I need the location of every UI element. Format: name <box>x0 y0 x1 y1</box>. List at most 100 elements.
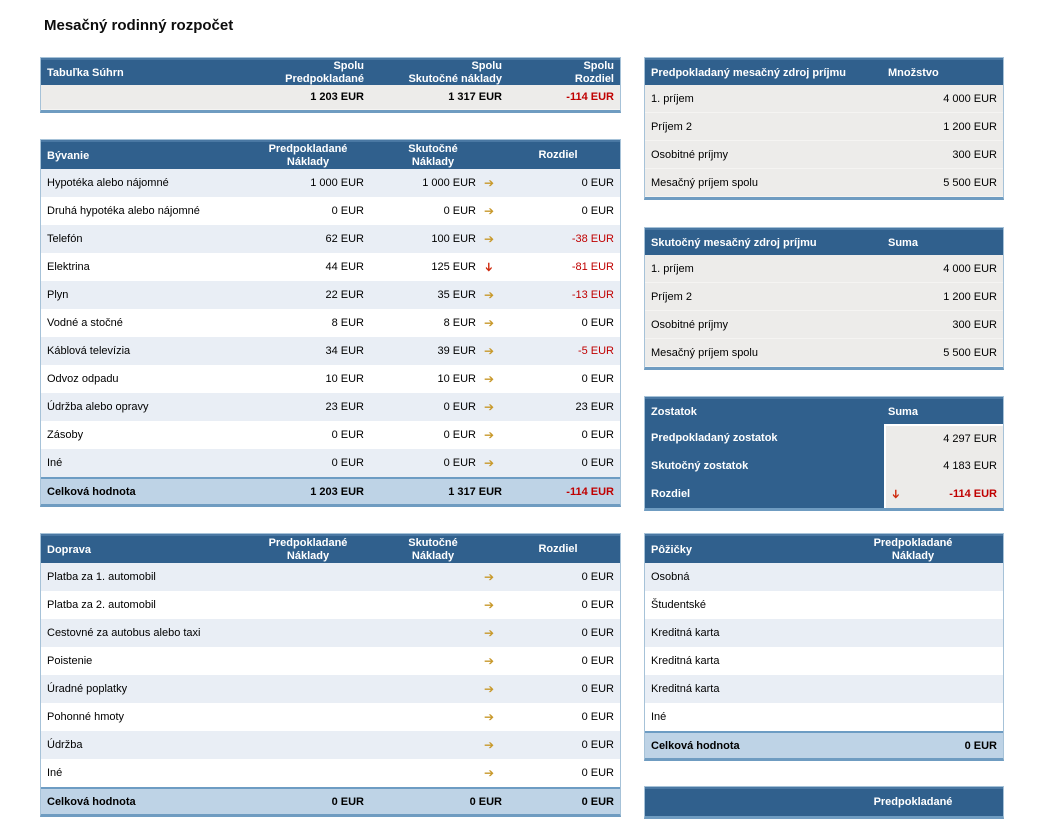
difference-cell: 0 EUR <box>581 599 614 611</box>
loans-total-value: 0 EUR <box>964 739 997 752</box>
difference-cell: -13 EUR <box>571 289 614 301</box>
row-label: Hypotéka alebo nájomné <box>47 177 169 189</box>
transport-table-header: Doprava Predpokladané Náklady Skutočné N… <box>41 534 620 563</box>
next-section-col-expected: Predpokladané <box>823 796 1003 809</box>
row-label: Vodné a stočné <box>47 317 123 329</box>
row-label: Iné <box>651 711 667 723</box>
summary-total-diff: -114 EUR <box>566 91 614 103</box>
table-row: Cestovné za autobus alebo taxi 0 EUR <box>41 619 620 647</box>
row-label: Plyn <box>47 289 69 301</box>
table-row: Údržba alebo opravy 23 EUR 0 EUR 23 EUR <box>41 393 620 421</box>
trend-arrow-icon <box>476 345 502 358</box>
difference-cell: 0 EUR <box>581 767 614 779</box>
summary-table-header: Tabuľka Súhrn Spolu Predpokladané Spolu … <box>41 58 620 85</box>
amount-cell: 4 000 EUR <box>943 92 997 105</box>
summary-col-diff-line2: Rozdiel <box>574 72 614 85</box>
table-row: 1. príjem 4 000 EUR <box>645 255 1003 283</box>
table-row: Plyn 22 EUR 35 EUR -13 EUR <box>41 281 620 309</box>
table-row: Kreditná karta <box>645 619 1003 647</box>
transport-col-expected-line1: Predpokladané <box>268 537 348 549</box>
row-label: Príjem 2 <box>651 120 692 133</box>
table-row: Druhá hypotéka alebo nájomné 0 EUR 0 EUR 0 … <box>41 197 620 225</box>
trend-arrow-icon <box>476 233 502 246</box>
row-label: Rozdiel <box>651 488 691 500</box>
actual-cost-cell: 0 EUR <box>443 429 476 441</box>
trend-arrow-icon <box>476 683 502 696</box>
row-label: Osobitné príjmy <box>651 148 729 161</box>
housing-col-actual-line1: Skutočné <box>408 143 458 155</box>
table-row: Poistenie 0 EUR <box>41 647 620 675</box>
summary-col-diff: Spolu Rozdiel <box>502 60 620 85</box>
expected-cost-cell: 8 EUR <box>331 317 364 329</box>
table-row: Iné 0 EUR 0 EUR 0 EUR <box>41 449 620 477</box>
expected-income-header: Predpokladaný mesačný zdroj príjmu Množs… <box>645 58 1003 85</box>
summary-totals-row: 1 203 EUR 1 317 EUR -114 EUR <box>41 85 620 110</box>
table-row: Platba za 2. automobil 0 EUR <box>41 591 620 619</box>
balance-rows: Predpokladaný zostatok 4 297 EUR Skutočný … <box>645 424 1003 508</box>
balance-row: Skutočný zostatok 4 183 EUR <box>645 452 1003 480</box>
summary-total-expected: 1 203 EUR <box>310 91 364 103</box>
difference-cell: 0 EUR <box>581 429 614 441</box>
difference-cell: -81 EUR <box>571 261 614 273</box>
actual-income-title: Skutočný mesačný zdroj príjmu <box>651 236 817 249</box>
housing-table-header: Bývanie Predpokladané Náklady Skutočné N… <box>41 140 620 169</box>
row-label: Cestovné za autobus alebo taxi <box>47 627 201 639</box>
row-label: Poistenie <box>47 655 93 667</box>
summary-table: Tabuľka Súhrn Spolu Predpokladané Spolu … <box>40 57 621 113</box>
transport-table-title: Doprava <box>47 543 92 556</box>
table-row: Káblová televízia 34 EUR 39 EUR -5 EUR <box>41 337 620 365</box>
housing-total-label: Celková hodnota <box>47 485 136 498</box>
difference-cell: 0 EUR <box>581 739 614 751</box>
row-label: Odvoz odpadu <box>47 373 119 385</box>
row-label: Telefón <box>47 233 83 245</box>
trend-arrow-icon <box>476 373 502 386</box>
row-label: Kreditná karta <box>651 627 720 639</box>
actual-income-col-value: Suma <box>888 236 918 249</box>
expected-cost-cell: 0 EUR <box>331 429 364 441</box>
actual-cost-cell: 1 000 EUR <box>422 177 476 189</box>
actual-cost-cell: 8 EUR <box>443 317 476 329</box>
transport-col-diff-label: Rozdiel <box>538 543 578 556</box>
balance-table: Zostatok Suma Predpokladaný zostatok 4 29… <box>644 396 1004 511</box>
table-row: Kreditná karta <box>645 647 1003 675</box>
expected-cost-cell: 0 EUR <box>331 457 364 469</box>
transport-col-diff: Rozdiel <box>502 543 620 556</box>
trend-arrow-icon <box>476 767 502 780</box>
housing-table-title: Bývanie <box>47 149 90 162</box>
row-label: 1. príjem <box>651 262 694 275</box>
housing-col-diff-label: Rozdiel <box>538 149 578 162</box>
balance-header: Zostatok Suma <box>645 397 1003 424</box>
loans-total-label: Celková hodnota <box>651 739 740 752</box>
row-label: Údržba <box>47 739 83 751</box>
balance-title: Zostatok <box>651 405 697 418</box>
actual-cost-cell: 125 EUR <box>431 261 476 273</box>
housing-total-actual: 1 317 EUR <box>448 485 502 498</box>
expected-income-col-value: Množstvo <box>888 66 939 79</box>
row-label: Iné <box>47 457 63 469</box>
next-section-table: Predpokladané <box>644 786 1004 819</box>
row-label: Platba za 2. automobil <box>47 599 156 611</box>
table-row: Úradné poplatky 0 EUR <box>41 675 620 703</box>
row-label: Úradné poplatky <box>47 683 128 695</box>
transport-col-actual: Skutočné Náklady <box>364 537 502 562</box>
row-label: Študentské <box>651 599 707 611</box>
transport-col-actual-line2: Náklady <box>411 549 455 562</box>
row-label: Mesačný príjem spolu <box>651 176 758 189</box>
transport-total-label: Celková hodnota <box>47 795 136 808</box>
row-label: Kreditná karta <box>651 655 720 667</box>
table-row: Zásoby 0 EUR 0 EUR 0 EUR <box>41 421 620 449</box>
difference-cell: 0 EUR <box>581 627 614 639</box>
difference-cell: -5 EUR <box>577 345 614 357</box>
trend-arrow-icon <box>476 655 502 668</box>
balance-value-box: 4 297 EUR <box>884 424 1003 452</box>
expected-cost-cell: 62 EUR <box>325 233 364 245</box>
table-row: Vodné a stočné 8 EUR 8 EUR 0 EUR <box>41 309 620 337</box>
table-row: Elektrina 44 EUR 125 EUR -81 EUR <box>41 253 620 281</box>
table-row: Pohonné hmoty 0 EUR <box>41 703 620 731</box>
table-row: Telefón 62 EUR 100 EUR -38 EUR <box>41 225 620 253</box>
summary-total-actual: 1 317 EUR <box>448 91 502 103</box>
table-row: Platba za 1. automobil 0 EUR <box>41 563 620 591</box>
difference-cell: 0 EUR <box>581 571 614 583</box>
expected-income-title: Predpokladaný mesačný zdroj príjmu <box>651 66 847 79</box>
actual-cost-cell: 39 EUR <box>437 345 476 357</box>
